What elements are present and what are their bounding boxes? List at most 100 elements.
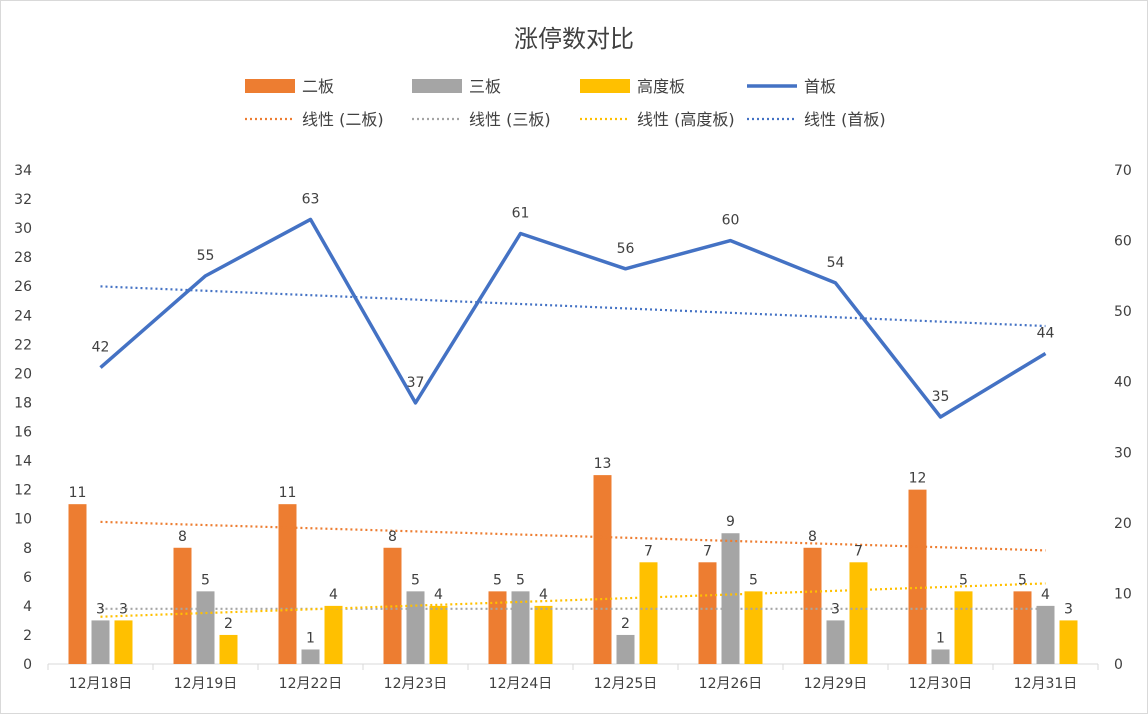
bar-data-label: 8 xyxy=(178,529,187,545)
bar-三板 xyxy=(616,634,635,664)
x-tick-label: 12月19日 xyxy=(174,676,238,692)
x-tick-label: 12月22日 xyxy=(279,676,343,692)
bar-data-label: 8 xyxy=(388,529,397,545)
bar-二板 xyxy=(803,547,822,664)
left-y-tick-label: 22 xyxy=(14,337,32,353)
bar-二板 xyxy=(278,504,297,664)
line-data-label: 42 xyxy=(92,340,110,356)
left-y-tick-label: 6 xyxy=(23,570,32,586)
line-data-label: 44 xyxy=(1037,325,1055,341)
bar-二板 xyxy=(1013,591,1032,664)
right-y-tick-label: 0 xyxy=(1114,657,1123,673)
bar-二板 xyxy=(908,489,927,664)
x-tick-label: 12月18日 xyxy=(69,676,133,692)
bar-data-label: 5 xyxy=(1018,572,1027,588)
left-y-tick-label: 28 xyxy=(14,250,32,266)
right-y-tick-label: 60 xyxy=(1114,234,1132,250)
bar-data-label: 5 xyxy=(493,572,502,588)
bar-data-label: 2 xyxy=(224,616,233,632)
right-y-tick-label: 70 xyxy=(1114,163,1132,179)
bar-data-label: 1 xyxy=(936,630,945,646)
left-y-tick-label: 10 xyxy=(14,512,32,528)
x-tick-label: 12月31日 xyxy=(1014,676,1078,692)
legend-trend-label: 线性 (高度板) xyxy=(637,110,735,129)
legend-trend-label: 线性 (三板) xyxy=(469,110,551,129)
bar-三板 xyxy=(406,591,425,664)
left-y-tick-label: 12 xyxy=(14,483,32,499)
chart-title: 涨停数对比 xyxy=(514,25,634,53)
bar-二板 xyxy=(593,475,612,664)
left-y-tick-label: 0 xyxy=(23,657,32,673)
bar-高度板 xyxy=(114,620,133,664)
bar-三板 xyxy=(196,591,215,664)
bar-data-label: 4 xyxy=(1041,587,1050,603)
bar-data-label: 7 xyxy=(854,543,863,559)
bar-data-label: 11 xyxy=(69,485,87,501)
line-data-label: 55 xyxy=(197,248,215,264)
bar-二板 xyxy=(698,562,717,664)
bar-三板 xyxy=(826,620,845,664)
left-y-tick-label: 32 xyxy=(14,192,32,208)
bar-data-label: 1 xyxy=(306,630,315,646)
bar-data-label: 5 xyxy=(959,572,968,588)
bar-data-label: 3 xyxy=(119,601,128,617)
line-首板 xyxy=(99,217,1047,419)
bar-高度板 xyxy=(954,591,973,664)
bar-高度板 xyxy=(429,605,448,664)
line-data-label: 61 xyxy=(512,206,530,222)
left-y-tick-label: 26 xyxy=(14,279,32,295)
bar-data-label: 7 xyxy=(703,543,712,559)
line-data-label: 63 xyxy=(302,191,320,207)
bar-高度板 xyxy=(639,562,658,664)
bar-data-label: 12 xyxy=(909,471,927,487)
line-data-label: 35 xyxy=(932,389,950,405)
bars xyxy=(68,475,1078,664)
bar-高度板 xyxy=(324,605,343,664)
legend-swatch-三板 xyxy=(412,79,462,93)
line-data-label: 54 xyxy=(827,255,845,271)
bar-data-label: 5 xyxy=(516,572,525,588)
left-y-tick-label: 34 xyxy=(14,163,32,179)
bar-data-label: 13 xyxy=(594,456,612,472)
legend-label: 首板 xyxy=(804,77,836,96)
legend-label: 二板 xyxy=(302,77,334,96)
bar-三板 xyxy=(301,649,320,664)
left-y-tick-label: 18 xyxy=(14,395,32,411)
x-tick-label: 12月25日 xyxy=(594,676,658,692)
bar-高度板 xyxy=(744,591,763,664)
bar-data-label: 7 xyxy=(644,543,653,559)
trendlines xyxy=(100,285,1046,618)
x-tick-label: 12月24日 xyxy=(489,676,553,692)
legend-label: 高度板 xyxy=(637,77,685,96)
right-y-tick-label: 40 xyxy=(1114,375,1132,391)
left-y-tick-label: 4 xyxy=(23,599,32,615)
bar-data-label: 4 xyxy=(329,587,338,603)
left-y-tick-label: 16 xyxy=(14,425,32,441)
bar-高度板 xyxy=(534,605,553,664)
bar-data-label: 5 xyxy=(749,572,758,588)
legend-label: 三板 xyxy=(469,77,501,96)
bar-data-label: 4 xyxy=(434,587,443,603)
bar-高度板 xyxy=(219,634,238,664)
legend-trend-label: 线性 (首板) xyxy=(804,110,886,129)
x-tick-label: 12月29日 xyxy=(804,676,868,692)
left-y-tick-label: 20 xyxy=(14,366,32,382)
line-data-label: 37 xyxy=(407,375,425,391)
bar-二板 xyxy=(173,547,192,664)
bar-三板 xyxy=(931,649,950,664)
right-y-tick-label: 10 xyxy=(1114,586,1132,602)
bar-高度板 xyxy=(849,562,868,664)
trendline-首板 xyxy=(100,285,1046,328)
bar-三板 xyxy=(91,620,110,664)
bar-data-label: 3 xyxy=(831,601,840,617)
bar-data-label: 11 xyxy=(279,485,297,501)
bar-三板 xyxy=(721,533,740,664)
trendline-高度板 xyxy=(100,582,1046,618)
bar-data-label: 9 xyxy=(726,514,735,530)
bar-data-label: 2 xyxy=(621,616,630,632)
x-tick-label: 12月26日 xyxy=(699,676,763,692)
left-y-tick-label: 2 xyxy=(23,628,32,644)
right-y-tick-label: 30 xyxy=(1114,445,1132,461)
legend-swatch-二板 xyxy=(245,79,295,93)
